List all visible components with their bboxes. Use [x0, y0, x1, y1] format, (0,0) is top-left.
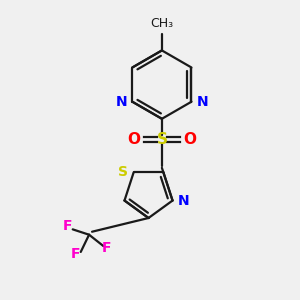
Text: N: N	[178, 194, 190, 208]
Text: CH₃: CH₃	[150, 17, 173, 30]
Text: S: S	[118, 165, 128, 179]
Text: F: F	[102, 242, 112, 255]
Text: F: F	[63, 219, 72, 233]
Text: N: N	[115, 95, 127, 109]
Text: O: O	[128, 132, 141, 147]
Text: S: S	[156, 132, 167, 147]
Text: F: F	[70, 247, 80, 261]
Text: O: O	[183, 132, 196, 147]
Text: N: N	[197, 95, 208, 109]
